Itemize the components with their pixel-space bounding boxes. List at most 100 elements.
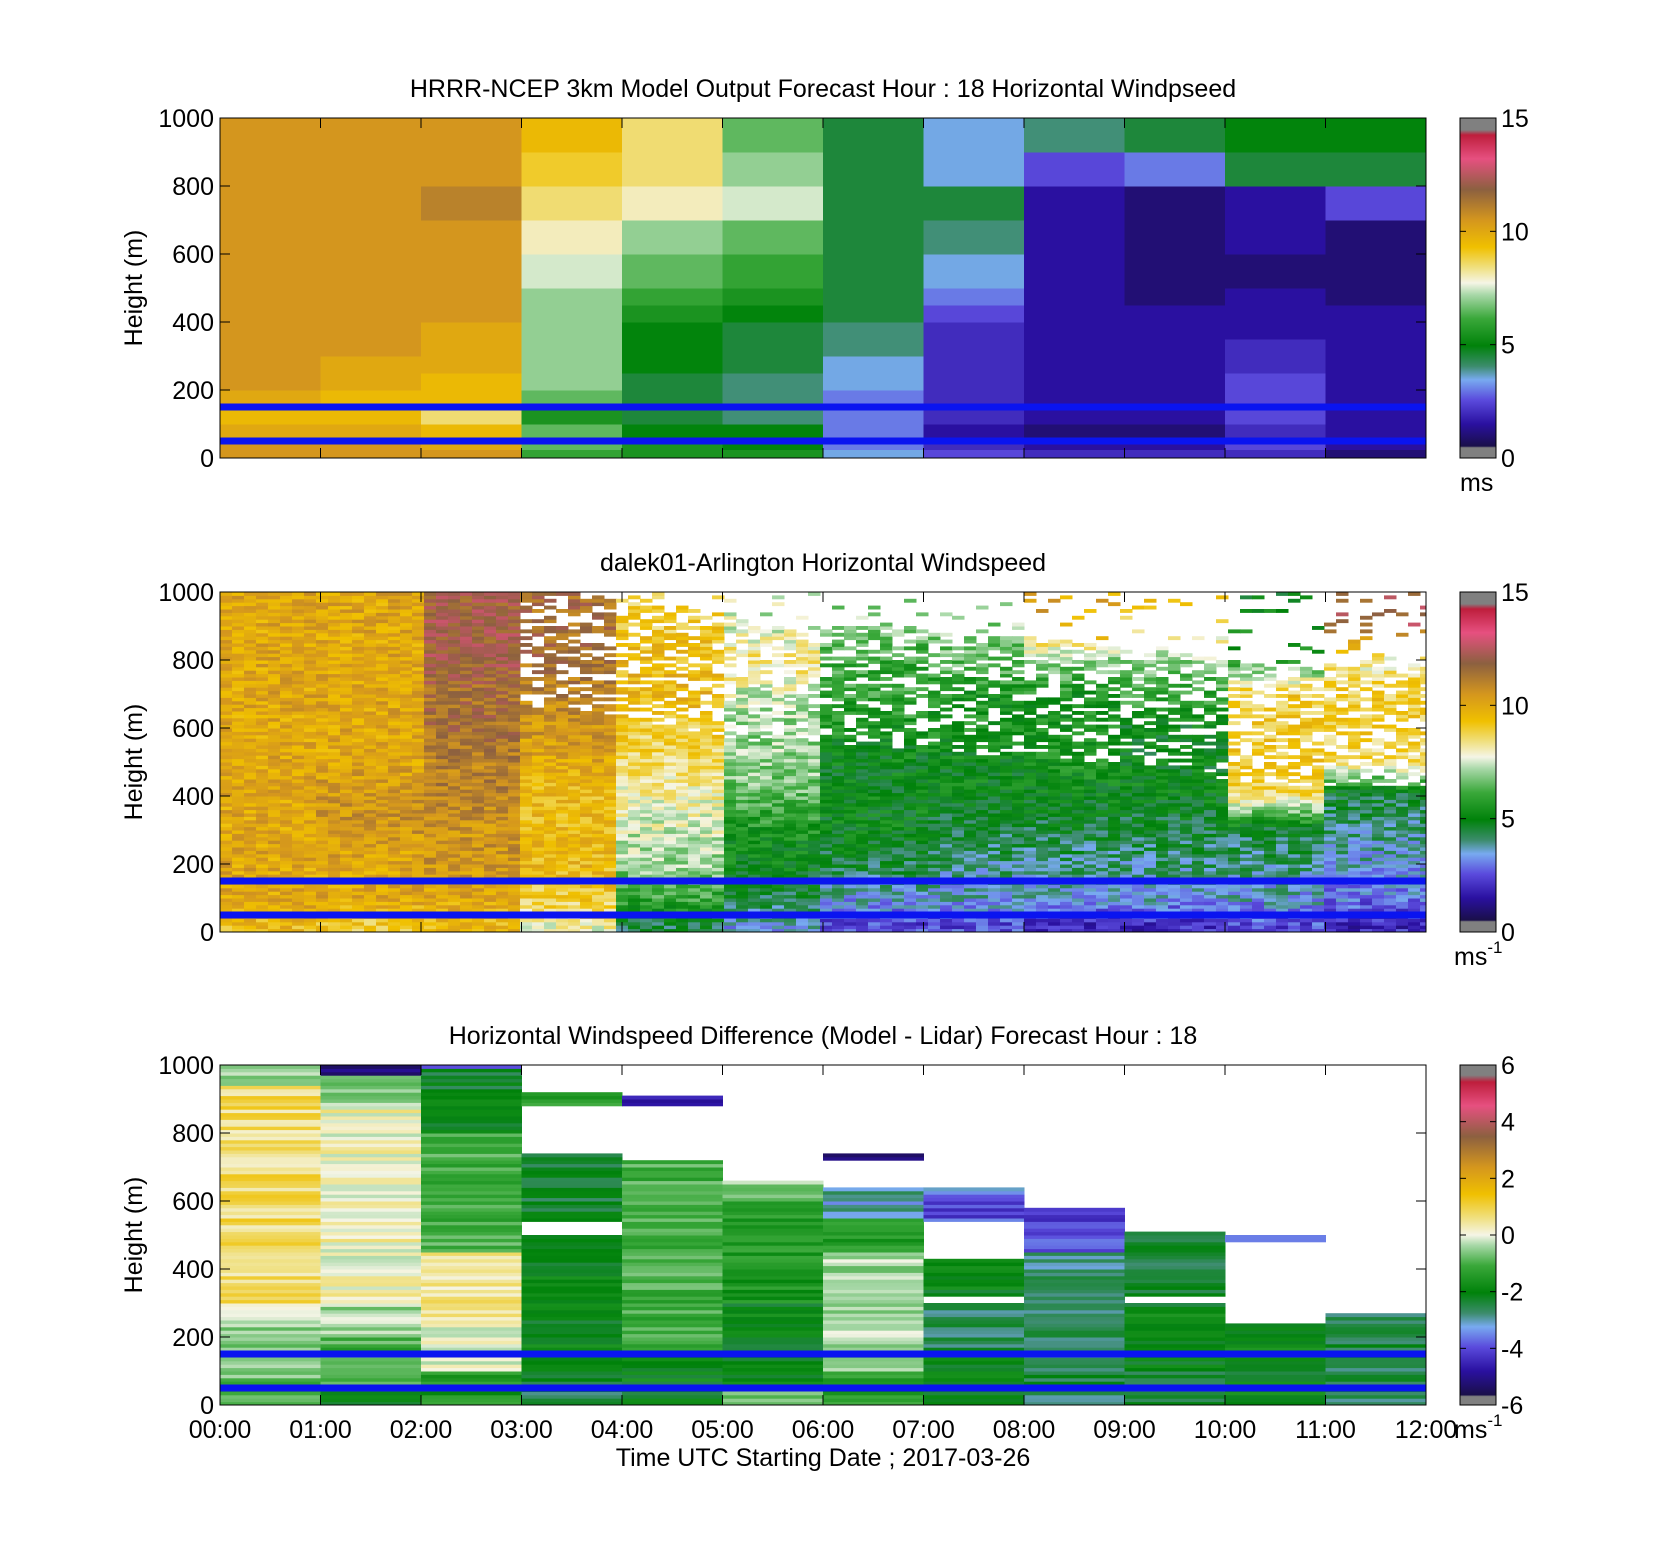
heatmap-cell	[424, 870, 437, 875]
heatmap-cell	[316, 772, 329, 777]
heatmap-cell	[316, 785, 329, 790]
heatmap-cell	[808, 721, 821, 726]
heatmap-cell	[688, 884, 701, 889]
heatmap-cell	[412, 887, 425, 892]
heatmap-cell	[820, 836, 833, 841]
heatmap-cell	[484, 901, 497, 906]
heatmap-cell	[640, 765, 653, 770]
heatmap-cell	[688, 918, 701, 923]
heatmap-cell	[436, 758, 449, 763]
heatmap-cell	[544, 758, 557, 763]
heatmap-cell	[364, 833, 377, 838]
heatmap-cell	[748, 864, 761, 868]
heatmap-cell	[304, 870, 317, 875]
heatmap-cell	[568, 796, 581, 800]
heatmap-cell	[712, 870, 725, 875]
heatmap-cell	[304, 639, 317, 644]
heatmap-cell	[244, 894, 257, 899]
heatmap-cell	[520, 690, 533, 695]
heatmap-cell	[923, 288, 1025, 306]
heatmap-cell	[400, 680, 413, 685]
heatmap-cell	[352, 626, 365, 630]
heatmap-cell	[808, 758, 821, 763]
heatmap-cell	[688, 717, 701, 722]
heatmap-cell	[616, 887, 629, 892]
heatmap-cell	[328, 870, 341, 875]
heatmap-cell	[628, 724, 641, 729]
heatmap-cell	[220, 673, 233, 678]
heatmap-cell	[820, 629, 833, 634]
heatmap-cell	[532, 833, 545, 838]
heatmap-cell	[472, 694, 485, 698]
heatmap-cell	[340, 755, 353, 760]
heatmap-cell	[376, 908, 389, 913]
heatmap-cell	[580, 857, 593, 862]
heatmap-cell	[688, 843, 701, 848]
heatmap-cell	[640, 816, 653, 821]
heatmap-cell	[700, 751, 713, 756]
heatmap-cell	[400, 789, 413, 794]
heatmap-cell	[640, 819, 653, 824]
heatmap-cell	[220, 700, 233, 705]
heatmap-cell	[484, 605, 497, 610]
heatmap-cell	[400, 663, 413, 668]
heatmap-cell	[448, 697, 461, 702]
heatmap-cell	[352, 789, 365, 794]
heatmap-cell	[640, 666, 653, 671]
heatmap-cell	[220, 656, 233, 661]
heatmap-cell	[424, 792, 437, 797]
heatmap-cell	[796, 860, 809, 865]
heatmap-cell	[364, 758, 377, 763]
heatmap-cell	[592, 891, 605, 896]
heatmap-cell	[556, 765, 569, 770]
heatmap-cell	[652, 636, 665, 641]
heatmap-cell	[244, 663, 257, 668]
heatmap-cell	[292, 656, 305, 661]
heatmap-cell	[376, 595, 389, 600]
heatmap-cell	[316, 680, 329, 685]
heatmap-cell	[400, 745, 413, 749]
heatmap-cell	[820, 884, 833, 889]
heatmap-cell	[244, 666, 257, 671]
heatmap-cell	[532, 646, 545, 651]
heatmap-cell	[544, 700, 557, 705]
heatmap-cell	[268, 751, 281, 756]
heatmap-cell	[316, 867, 329, 872]
heatmap-cell	[736, 704, 749, 709]
heatmap-cell	[472, 612, 485, 617]
heatmap-cell	[628, 830, 641, 834]
heatmap-cell	[472, 894, 485, 899]
heatmap-cell	[736, 694, 749, 698]
heatmap-cell	[688, 904, 701, 909]
heatmap-cell	[520, 677, 533, 681]
heatmap-cell	[316, 724, 329, 729]
heatmap-cell	[268, 734, 281, 739]
heatmap-cell	[724, 677, 737, 681]
heatmap-cell	[412, 615, 425, 620]
heatmap-cell	[436, 816, 449, 821]
heatmap-cell	[316, 779, 329, 783]
heatmap-cell	[640, 833, 653, 838]
heatmap-cell	[244, 874, 257, 879]
heatmap-cell	[244, 755, 257, 760]
heatmap-cell	[616, 904, 629, 909]
heatmap-cell	[796, 843, 809, 848]
heatmap-cell	[496, 850, 509, 855]
heatmap-cell	[712, 626, 725, 630]
heatmap-cell	[436, 717, 449, 722]
heatmap-cell	[352, 864, 365, 868]
heatmap-cell	[592, 721, 605, 726]
heatmap-cell	[532, 755, 545, 760]
heatmap-cell	[256, 683, 269, 688]
heatmap-cell	[568, 779, 581, 783]
heatmap-cell	[424, 663, 437, 668]
heatmap-cell	[616, 663, 629, 668]
heatmap-cell	[676, 626, 689, 630]
heatmap-cell	[736, 745, 749, 749]
heatmap-cell	[724, 867, 737, 872]
heatmap-cell	[736, 891, 749, 896]
heatmap-cell	[424, 816, 437, 821]
heatmap-cell	[352, 928, 365, 932]
heatmap-cell	[328, 639, 341, 644]
heatmap-cell	[376, 649, 389, 654]
